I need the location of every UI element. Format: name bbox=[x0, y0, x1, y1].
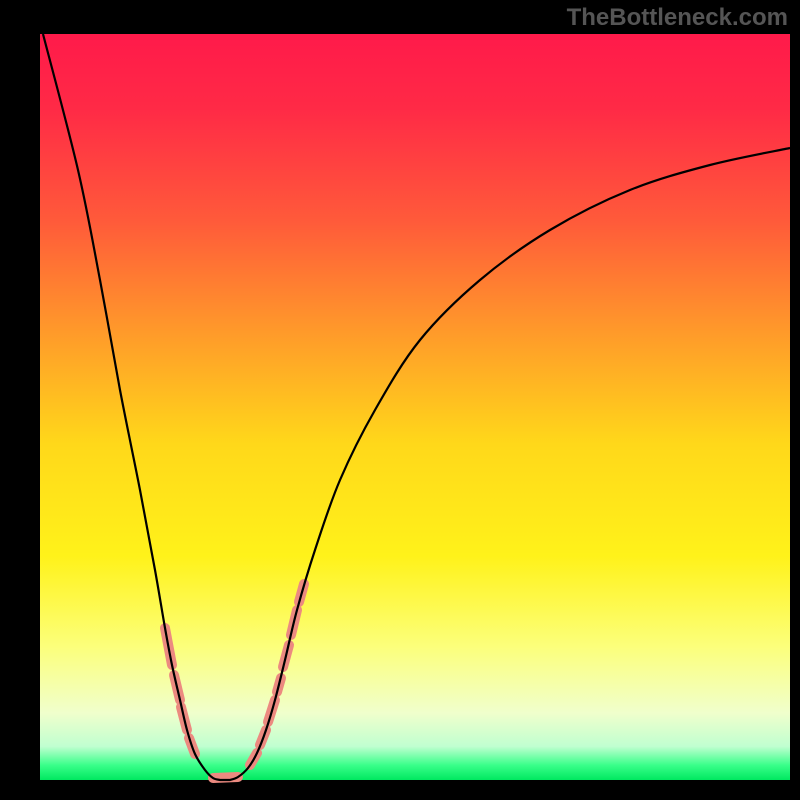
chart-container: TheBottleneck.com bbox=[0, 0, 800, 800]
gradient-plot-area bbox=[40, 34, 790, 780]
watermark-text: TheBottleneck.com bbox=[567, 4, 788, 32]
bottleneck-chart bbox=[0, 0, 800, 800]
